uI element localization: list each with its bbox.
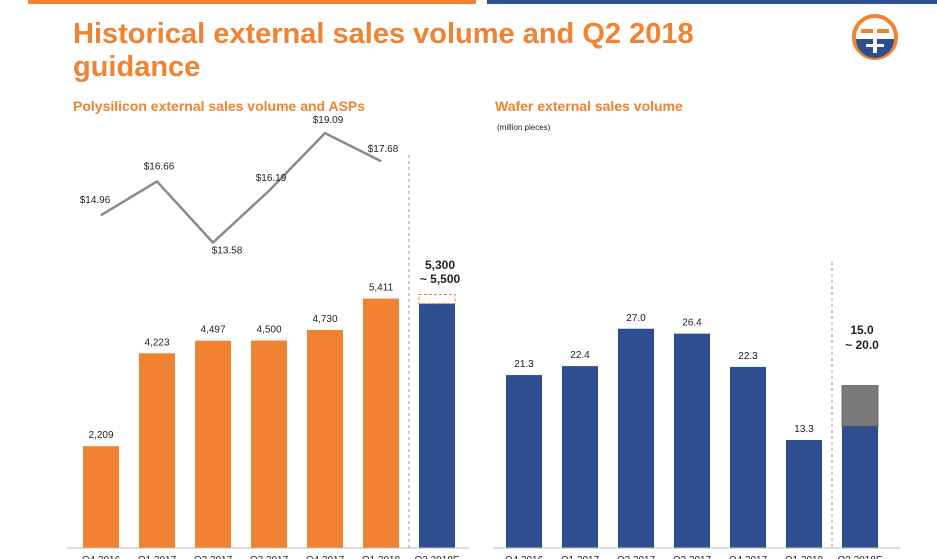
poly-bar-label-5: 4,730 [312, 314, 337, 325]
wafer-guidance-label-low: 15.0 [850, 323, 874, 337]
poly-bar-label-6: 5,411 [369, 283, 394, 294]
wafer-category-label-4: Q3 2017 [673, 555, 712, 559]
poly-bar-label-2: 4,223 [144, 337, 169, 348]
wafer-bar-label-2: 22.4 [570, 350, 590, 361]
poly-bar-4 [251, 340, 287, 548]
poly-category-label-3: Q2 2017 [194, 555, 233, 559]
wafer-bar-label-4: 26.4 [682, 318, 702, 329]
asp-point-2 [156, 180, 158, 182]
company-logo-icon [852, 14, 898, 60]
wafer-bar-label-6: 13.3 [794, 424, 814, 435]
page-title: Historical external sales volume and Q2 … [73, 18, 694, 83]
wafer-bar-3 [618, 328, 654, 548]
asp-point-6 [380, 160, 382, 162]
poly-bar-5 [307, 329, 343, 548]
wafer-bar-2 [562, 366, 598, 548]
asp-point-3 [212, 242, 214, 244]
asp-label-2: $16.66 [144, 161, 175, 172]
wafer-bar-label-1: 21.3 [514, 359, 534, 370]
wafer-chart-title: Wafer external sales volume [495, 98, 683, 114]
wafer-guidance-label-high: ~ 20.0 [845, 338, 879, 352]
asp-point-5 [324, 132, 326, 134]
wafer-category-label-7: Q2 2018E [837, 555, 882, 559]
wafer-guidance-bar [842, 426, 878, 548]
poly-guidance-range [418, 293, 456, 305]
poly-bar-3 [195, 340, 231, 548]
poly-bar-6 [363, 298, 399, 548]
wafer-category-label-1: Q4 2016 [505, 555, 544, 559]
wafer-unit-label: (million pieces) [497, 123, 551, 132]
poly-bar-1 [83, 446, 119, 548]
asp-line [100, 131, 382, 244]
top-accent-bar-orange [28, 0, 476, 4]
poly-bar-2 [139, 353, 175, 548]
wafer-bar-5 [730, 366, 766, 548]
poly-category-label-5: Q4 2017 [306, 555, 345, 559]
polysilicon-chart-title: Polysilicon external sales volume and AS… [73, 98, 366, 114]
wafer-category-label-5: Q4 2017 [729, 555, 768, 559]
asp-label-6: $17.68 [368, 144, 399, 155]
wafer-bar-label-5: 22.3 [738, 351, 758, 362]
wafer-category-label-3: Q2 2017 [617, 555, 656, 559]
poly-bar-label-3: 4,497 [200, 325, 225, 336]
poly-category-label-7: Q2 2018E [414, 555, 459, 559]
asp-label-5: $19.09 [313, 115, 344, 126]
poly-bar-label-4: 4,500 [256, 325, 281, 336]
wafer-guidance-range [841, 385, 879, 427]
poly-category-label-6: Q1 2018 [362, 555, 401, 559]
asp-label-3: $13.58 [212, 246, 243, 257]
wafer-bar-label-3: 27.0 [626, 313, 646, 324]
top-accent-bar-navy [487, 0, 937, 4]
wafer-bar-4 [674, 333, 710, 548]
wafer-bar-1 [506, 375, 542, 548]
poly-category-label-4: Q3 2017 [250, 555, 289, 559]
asp-point-4 [268, 190, 270, 192]
poly-guidance-label-low: 5,300 [425, 258, 455, 272]
poly-bar-label-1: 2,209 [88, 430, 113, 441]
poly-category-label-1: Q4 2016 [82, 555, 121, 559]
poly-guidance-bar [419, 303, 455, 548]
asp-label-1: $14.96 [80, 195, 111, 206]
wafer-category-label-2: Q1 2017 [561, 555, 600, 559]
poly-category-label-2: Q1 2017 [138, 555, 177, 559]
asp-point-1 [100, 214, 102, 216]
asp-label-4: $16.19 [256, 173, 287, 184]
poly-guidance-label-high: ~ 5,500 [420, 272, 461, 286]
wafer-bar-6 [786, 440, 822, 548]
wafer-category-label-6: Q1 2018 [785, 555, 824, 559]
